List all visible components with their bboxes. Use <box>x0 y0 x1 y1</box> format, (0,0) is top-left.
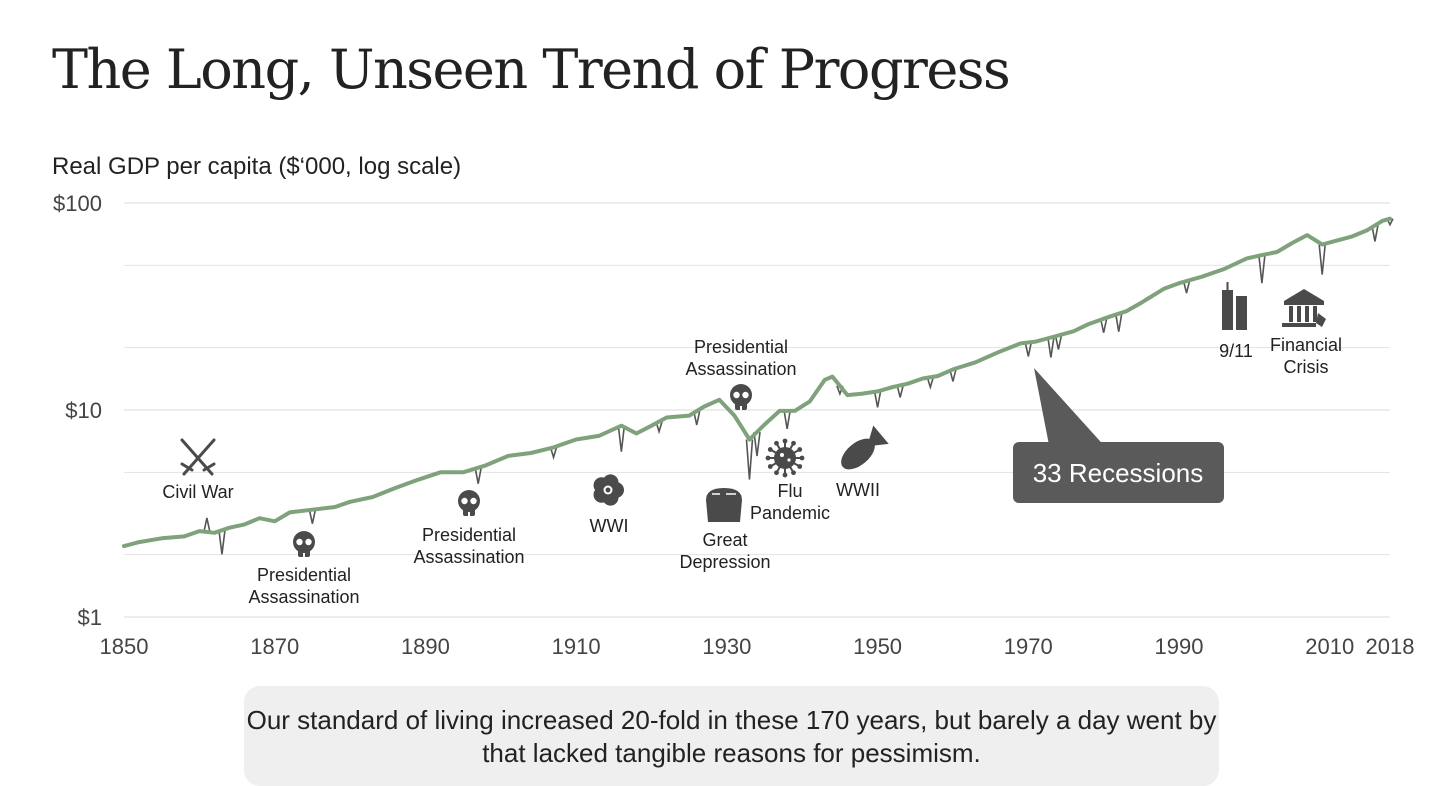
x-tick-label: 1990 <box>1155 634 1204 659</box>
recession-spike <box>1318 244 1326 275</box>
event-icons <box>180 282 1326 557</box>
x-tick-label: 1930 <box>702 634 751 659</box>
recessions-count-label: 33 Recessions <box>1033 458 1204 488</box>
event-label: Flu Pandemic <box>750 481 830 523</box>
recession-spike <box>1114 313 1123 332</box>
x-tick-labels: 1850 1870 1890 1910 1930 1950 1970 1990 2010 2018 <box>100 634 1415 659</box>
caption-box: Our standard of living increased 20-fold… <box>244 686 1219 786</box>
x-tick-label: 1910 <box>552 634 601 659</box>
x-tick-label: 1890 <box>401 634 450 659</box>
recession-spike <box>218 530 226 555</box>
recession-spike <box>549 447 558 461</box>
x-tick-label: 2018 <box>1366 634 1415 659</box>
x-tick-label: 1870 <box>250 634 299 659</box>
callout-box <box>1013 442 1224 503</box>
recession-spike <box>873 391 882 408</box>
recession-spike <box>1258 255 1266 284</box>
recession-spike <box>949 369 957 382</box>
recession-spike <box>1047 337 1055 358</box>
recession-spike <box>692 410 701 426</box>
gdp-chart: $1 $10 $100 1850 1870 1890 1910 1930 1950 1970 19… <box>53 191 1415 659</box>
recession-spike <box>896 385 904 398</box>
gdp-series-line <box>122 216 1392 549</box>
recession-spike <box>1024 342 1033 357</box>
event-label: Great Depression <box>679 530 770 572</box>
event-label: WWI <box>590 516 629 536</box>
recession-spike <box>1371 225 1379 242</box>
recession-spike <box>474 467 482 484</box>
recession-spike <box>745 439 754 480</box>
y-tick-labels: $1 $10 $100 <box>53 191 102 630</box>
event-label: WWII <box>836 480 880 500</box>
recession-spike <box>926 376 935 391</box>
poppy-icon <box>593 474 624 506</box>
event-label: Financial Crisis <box>1270 335 1342 377</box>
callout-pointer <box>1034 368 1108 450</box>
skull-icon <box>458 490 480 516</box>
recession-spike <box>783 410 791 430</box>
y-tick-label: $100 <box>53 191 102 216</box>
event-labels: Civil War Presidential Assassination Presid… <box>162 335 1342 607</box>
x-tick-label: 2010 <box>1305 634 1354 659</box>
recession-spike <box>617 425 626 452</box>
x-tick-label: 1970 <box>1004 634 1053 659</box>
caption-text: Our standard of living increased 20-fold… <box>246 705 1217 768</box>
y-axis-label: Real GDP per capita ($‘000, log scale) <box>52 153 462 180</box>
recession-spikes <box>203 218 1394 555</box>
event-label: Presidential Assassination <box>685 337 796 379</box>
recession-spike <box>1054 335 1063 350</box>
x-tick-label: 1850 <box>100 634 149 659</box>
recession-spike <box>753 431 761 457</box>
event-label: 9/11 <box>1219 341 1253 361</box>
crossed-swords-icon <box>180 438 216 476</box>
twin-towers-icon <box>1222 282 1247 330</box>
recession-spike <box>203 517 211 533</box>
chart-title: The Long, Unseen Trend of Progress <box>52 38 1011 101</box>
y-tick-label: $10 <box>65 398 102 423</box>
x-tick-label: 1950 <box>853 634 902 659</box>
recession-spike <box>1099 318 1108 333</box>
event-label: Presidential Assassination <box>413 525 524 567</box>
skull-icon <box>293 531 315 557</box>
bomb-icon <box>841 425 889 470</box>
skull-icon <box>730 384 752 410</box>
y-tick-label: $1 <box>78 605 102 630</box>
bank-icon <box>1282 289 1326 327</box>
bread-icon <box>706 488 742 522</box>
event-label: Civil War <box>162 482 233 502</box>
recession-spike <box>308 509 317 524</box>
event-label: Presidential Assassination <box>248 565 359 607</box>
recession-spike <box>1182 280 1191 294</box>
recessions-callout: 33 Recessions <box>1013 368 1224 503</box>
virus-icon <box>765 438 805 478</box>
